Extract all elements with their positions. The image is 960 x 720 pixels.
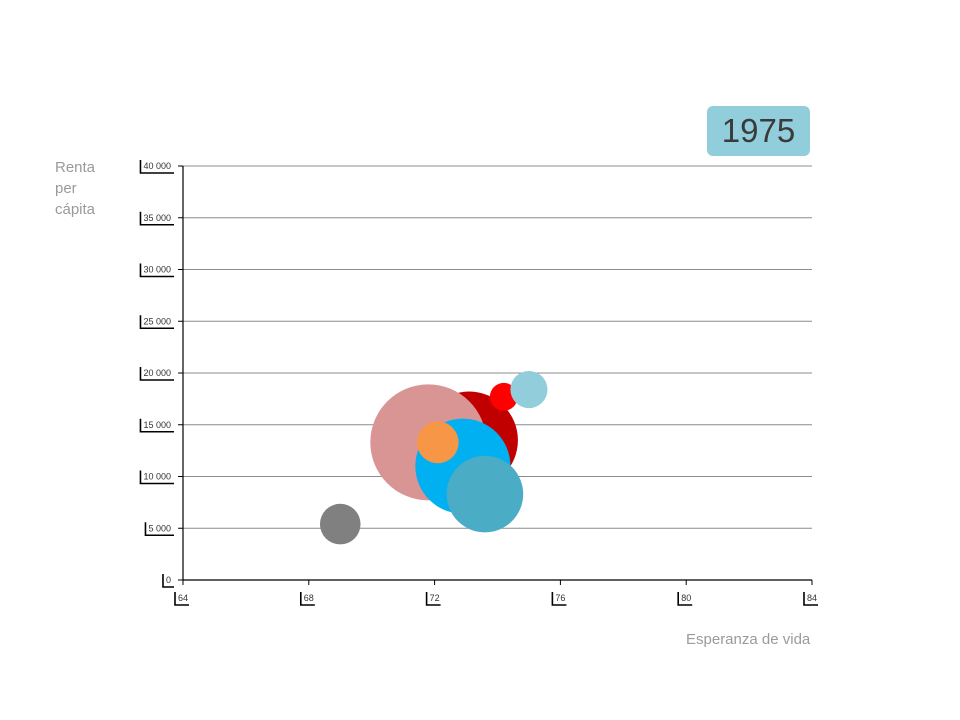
bubble <box>416 421 459 464</box>
bubble <box>319 503 361 545</box>
y-tick-frame <box>139 367 174 381</box>
x-tick-frame <box>299 592 315 606</box>
x-tick-label: 76 <box>555 593 565 603</box>
y-tick-label: 20 000 <box>143 368 171 378</box>
y-tick-label: 35 000 <box>143 213 171 223</box>
y-tick-frame <box>139 315 174 330</box>
y-tick-frame <box>162 574 174 588</box>
x-tick-label: 64 <box>178 593 188 603</box>
bubble <box>446 455 524 533</box>
x-tick-frame <box>425 592 441 606</box>
year-badge: 1975 <box>707 106 810 156</box>
x-tick-frame <box>803 592 819 606</box>
y-tick-label: 5 000 <box>148 523 171 533</box>
x-tick-frame <box>677 592 693 606</box>
y-tick-label: 30 000 <box>143 265 171 275</box>
tick-labels: 0 5 000 10 000 15 000 20 000 25 000 30 000 35 0… <box>139 160 819 606</box>
y-axis-title-line-1: Renta <box>55 159 96 176</box>
y-tick-label: 25 000 <box>143 316 171 326</box>
y-tick-label: 10 000 <box>143 472 171 482</box>
y-axis-title-line-2: per <box>55 180 77 197</box>
axes <box>178 165 813 585</box>
x-tick-label: 80 <box>681 593 691 603</box>
x-tick-frame <box>551 592 567 606</box>
bubble <box>510 371 548 409</box>
y-axis-title-line-3: cápita <box>55 201 96 218</box>
x-tick-label: 84 <box>807 593 817 603</box>
x-tick-label: 72 <box>430 593 440 603</box>
bubble-layer <box>319 371 548 545</box>
x-tick-label: 68 <box>304 593 314 603</box>
x-axis-title: Esperanza de vida <box>686 631 811 648</box>
y-tick-frame <box>139 263 174 278</box>
y-tick-label: 40 000 <box>143 161 171 171</box>
y-axis-title: Renta per cápita <box>55 157 115 220</box>
x-tick-frame <box>174 592 190 606</box>
y-tick-label: 15 000 <box>143 420 171 430</box>
y-tick-frame <box>144 522 174 537</box>
y-tick-frame <box>139 160 174 174</box>
y-tick-frame <box>139 211 174 226</box>
y-tick-frame <box>139 418 174 433</box>
y-tick-label: 0 <box>166 575 171 585</box>
y-tick-frame <box>139 470 174 485</box>
